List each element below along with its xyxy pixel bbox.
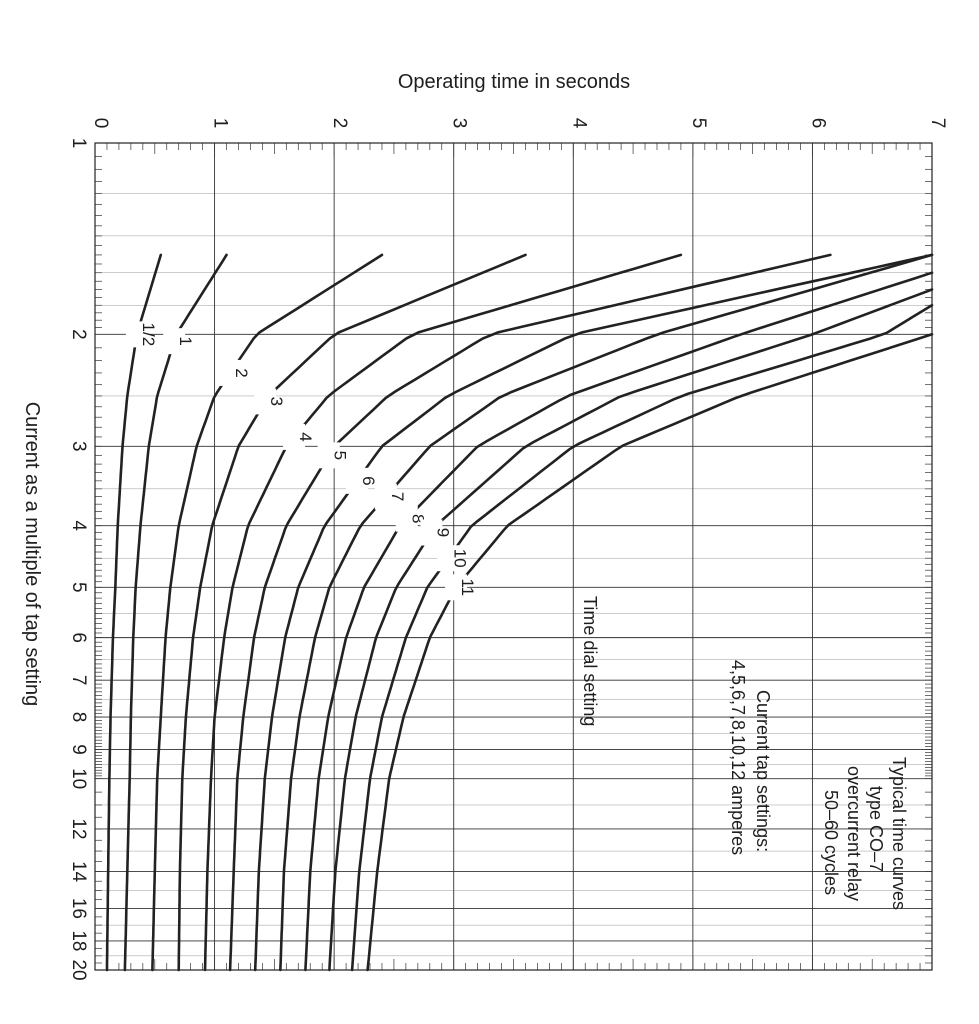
- chart-subtitle-1: type CO–7: [866, 786, 886, 872]
- time-curve: [177, 253, 527, 972]
- time-curve: [123, 253, 228, 972]
- curve-label-gap: [437, 545, 460, 572]
- time-curve: [203, 253, 683, 972]
- time-curve: [228, 253, 832, 972]
- time-curve: [253, 253, 934, 972]
- current-tick-label: 1: [68, 138, 89, 149]
- chart-subtitle-3: 50–60 cycles: [821, 790, 841, 895]
- curve-label: 6: [359, 476, 378, 485]
- current-tick-label: 10: [68, 768, 89, 789]
- curve-label-gap: [346, 467, 369, 494]
- y-axis-title: Operating time in seconds: [398, 71, 630, 93]
- major-grid: [94, 142, 933, 971]
- curve-label-gap: [254, 388, 277, 415]
- current-tick-label: 8: [68, 712, 89, 723]
- time-tick-label: 2: [329, 118, 350, 129]
- current-tick-label: 3: [68, 441, 89, 452]
- current-tick-label: 18: [68, 930, 89, 951]
- time-curve: [151, 253, 384, 972]
- curve-label-gap: [163, 328, 186, 355]
- current-tick-label: 5: [68, 582, 89, 593]
- time-curve: [279, 253, 934, 972]
- time-curve: [105, 253, 163, 972]
- curve-label: 2: [232, 368, 251, 377]
- time-tick-label: 4: [568, 118, 589, 129]
- curve-label: 8: [409, 514, 428, 523]
- time-curve: [328, 288, 934, 972]
- time-tick-label: 7: [927, 118, 948, 129]
- current-tick-label: 20: [68, 959, 89, 980]
- curve-label: 7: [388, 492, 407, 501]
- curve-label-gap: [219, 359, 242, 386]
- time-tick-label: 1: [210, 118, 231, 129]
- minor-grid: [95, 193, 932, 957]
- current-tick-label: 7: [68, 675, 89, 686]
- current-tick-label: 12: [68, 818, 89, 839]
- time-curve: [304, 271, 934, 972]
- x-axis-title: Current as a multiple of tap setting: [21, 402, 43, 707]
- curve-label-gap: [420, 519, 443, 546]
- chart-title: Typical time curves: [889, 757, 909, 910]
- current-tick-label: 9: [68, 744, 89, 755]
- curve-label-gap: [317, 442, 340, 469]
- tap-settings-line-1: Current tap settings:: [753, 690, 773, 852]
- time-dial-setting-label: Time dial setting: [580, 596, 600, 726]
- time-tick-label: 0: [90, 118, 111, 129]
- chart-subtitle-2: overcurrent relay: [844, 766, 864, 901]
- curve-label-gap: [374, 483, 397, 510]
- curve-label: 5: [331, 451, 350, 460]
- curve-label: 10: [450, 549, 469, 568]
- time-curve: [366, 333, 934, 972]
- tick-marks: [94, 143, 933, 970]
- top-tick-labels: 0 1 2 3 4 5 6 7: [90, 118, 948, 129]
- curve-label-gap: [125, 321, 148, 348]
- curve-label-gap: [283, 423, 306, 450]
- current-tick-label: 6: [68, 632, 89, 643]
- curve-label-gap: [395, 505, 418, 532]
- tap-settings-annotation: Current tap settings: 4,5,6,7,8,10,12 am…: [728, 660, 773, 855]
- curve-label: 1: [176, 336, 195, 345]
- curve-labels: 1/2 1 2 3 4 5 6 7 89 10 11: [125, 321, 477, 601]
- time-tick-label: 3: [449, 118, 470, 129]
- current-tick-label: 16: [68, 898, 89, 919]
- current-tick-label: 2: [68, 329, 89, 340]
- plot-frame: [94, 142, 933, 971]
- time-tick-label: 5: [688, 118, 709, 129]
- current-tick-label: 14: [68, 861, 89, 883]
- curve-label-gap: [445, 574, 468, 601]
- chart-title-block: Typical time curves type CO–7 overcurren…: [821, 757, 909, 910]
- curve-label: 11: [458, 578, 477, 596]
- curve-label: 3: [267, 397, 286, 406]
- curve-label: 9: [433, 528, 452, 537]
- curves: [105, 253, 934, 972]
- time-curve: [350, 304, 934, 972]
- time-tick-label: 6: [807, 118, 828, 129]
- curve-label: 1/2: [139, 323, 158, 347]
- current-tick-label: 4: [68, 520, 89, 531]
- tap-settings-line-2: 4,5,6,7,8,10,12 amperes: [728, 660, 748, 855]
- curve-label: 4: [296, 432, 315, 441]
